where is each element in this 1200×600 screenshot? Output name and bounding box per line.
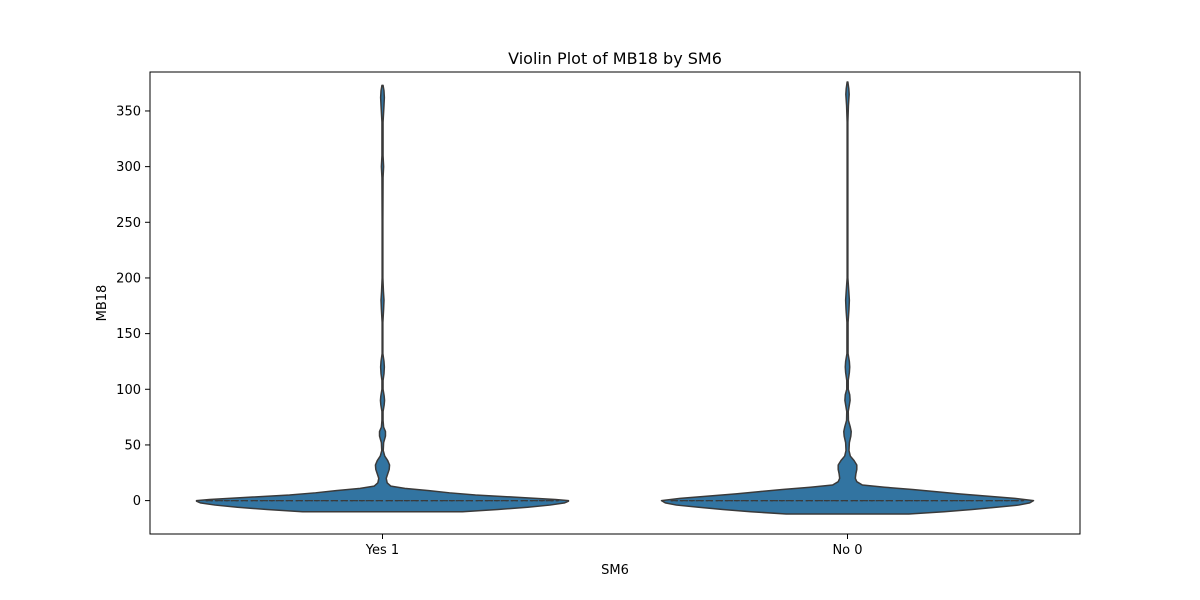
plot-area-frame xyxy=(149,71,1081,535)
violin-body xyxy=(660,81,1035,515)
x-axis-title: SM6 xyxy=(601,563,629,578)
y-tick-label: 150 xyxy=(116,327,141,342)
y-tick-label: 200 xyxy=(116,271,141,286)
violin-body xyxy=(195,84,570,513)
x-tick-label: No 0 xyxy=(832,543,862,558)
y-tick-label: 100 xyxy=(116,383,141,398)
y-tick-label: 350 xyxy=(116,104,141,119)
x-axis: Yes 1 No 0 xyxy=(365,534,863,558)
y-axis: 0 50 100 150 200 250 300 350 xyxy=(116,104,150,509)
violins-layer xyxy=(195,81,1035,515)
chart-title: Violin Plot of MB18 by SM6 xyxy=(508,49,722,68)
x-tick-label: Yes 1 xyxy=(365,543,399,558)
y-tick-label: 0 xyxy=(133,494,141,509)
y-axis-title: MB18 xyxy=(95,285,110,322)
y-tick-label: 250 xyxy=(116,216,141,231)
y-tick-label: 50 xyxy=(124,438,141,453)
y-tick-label: 300 xyxy=(116,160,141,175)
